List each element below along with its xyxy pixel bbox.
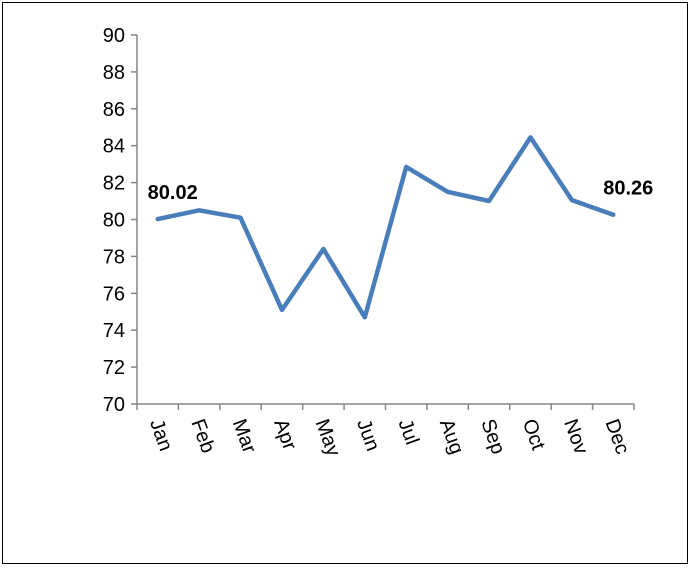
y-tick-label: 74 <box>103 320 125 342</box>
data-point <box>364 316 366 318</box>
data-point <box>405 166 407 168</box>
data-labels: 80.02 80.26 <box>148 178 654 204</box>
data-point <box>447 191 449 193</box>
data-label: 80.02 <box>148 182 198 204</box>
x-tick-label: Mar <box>228 416 261 456</box>
data-point <box>488 200 490 202</box>
x-tick-label: Sep <box>476 416 509 457</box>
data-point <box>281 309 283 311</box>
x-tick-label: Apr <box>269 416 300 453</box>
x-tick-label: Nov <box>559 416 592 457</box>
x-tick-label: Jan <box>145 416 177 454</box>
data-point <box>157 218 159 220</box>
y-tick-labels: 70 72 74 76 78 80 82 84 86 88 90 <box>103 25 125 416</box>
data-point <box>322 248 324 250</box>
x-tick-label: Aug <box>435 416 468 457</box>
y-tick-label: 80 <box>103 210 125 232</box>
y-tick-label: 72 <box>103 357 125 379</box>
y-tick-label: 90 <box>103 25 125 47</box>
series-line <box>155 135 616 320</box>
x-tick-labels: Jan Feb Mar Apr May Jun Jul Aug Sep Oct Nov Dec <box>145 416 633 459</box>
x-tick-label: Oct <box>518 416 549 453</box>
data-point <box>198 209 200 211</box>
series-lines <box>155 135 616 320</box>
x-tick-label: Feb <box>186 416 218 456</box>
x-tick-label: Jul <box>394 416 423 448</box>
data-point <box>240 217 242 219</box>
y-tick-label: 82 <box>103 173 125 195</box>
y-tick-label: 84 <box>103 136 125 158</box>
data-label: 80.26 <box>603 178 653 200</box>
x-tick-label: May <box>311 416 345 459</box>
data-point <box>612 214 614 216</box>
data-point <box>571 199 573 201</box>
data-point <box>529 136 531 138</box>
y-tick-label: 88 <box>103 62 125 84</box>
y-tick-label: 70 <box>103 394 125 416</box>
y-tick-label: 78 <box>103 246 125 268</box>
y-tick-label: 86 <box>103 99 125 121</box>
y-tick-label: 76 <box>103 283 125 305</box>
chart-axes <box>131 34 635 410</box>
x-tick-label: Jun <box>352 416 384 454</box>
x-tick-label: Dec <box>601 416 634 457</box>
